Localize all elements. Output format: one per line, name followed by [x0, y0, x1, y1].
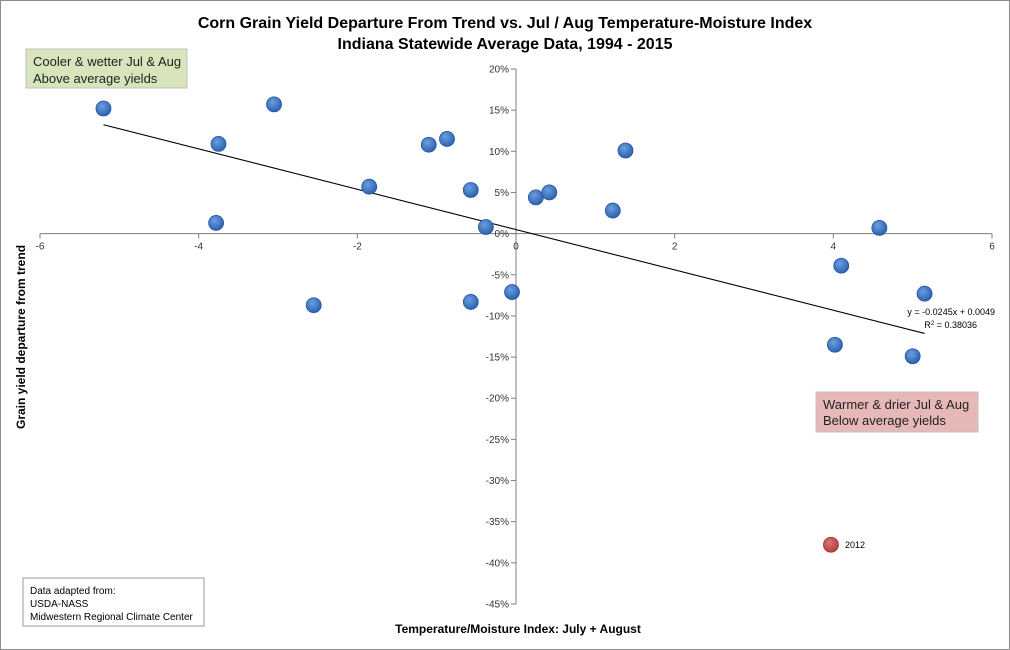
axes: -6 -4 -2 0 2 4 6 20% 15% 10% 5% 0% -5% -10% -15% -20% -2… — [36, 65, 996, 611]
data-point — [527, 189, 544, 206]
x-tick-label: 2 — [672, 242, 678, 253]
annotation-bottom-right: Warmer & drier Jul & Aug Below average y… — [815, 391, 979, 433]
y-tick-label: -40% — [486, 558, 509, 569]
x-tick-label: 6 — [989, 242, 995, 253]
source-box: Data adapted from: USDA-NASS Midwestern … — [22, 577, 205, 627]
source-box-border — [22, 577, 205, 627]
y-tick-label: -35% — [486, 517, 509, 528]
data-point — [827, 336, 843, 353]
data-point — [210, 135, 227, 152]
source-line-1: Data adapted from: — [30, 586, 116, 597]
data-point — [208, 215, 225, 231]
data-point — [266, 96, 282, 113]
trendline-group: y = -0.0245x + 0.0049 R2 = 0.38036 — [103, 124, 995, 334]
x-tick-label: 0 — [513, 242, 519, 253]
annotation-top-left-box — [25, 48, 188, 89]
data-point — [95, 100, 112, 117]
data-point — [833, 257, 850, 274]
data-point — [420, 136, 437, 153]
data-point — [462, 182, 479, 198]
y-tick-label: -10% — [486, 311, 509, 322]
y-tick-label: 0% — [495, 229, 510, 240]
highlight-point-2012 — [823, 536, 839, 553]
y-tick-label: -30% — [486, 476, 509, 487]
y-tick-label: 20% — [489, 65, 509, 76]
x-tick-label: -2 — [353, 242, 362, 253]
data-point — [604, 202, 621, 219]
chart-subtitle: Indiana Statewide Average Data, 1994 - 2… — [338, 36, 673, 53]
x-tick-label: -6 — [36, 242, 45, 253]
annotation-top-left-line-1: Cooler & wetter Jul & Aug — [33, 54, 181, 69]
trendline-r2: R2 = 0.38036 — [924, 320, 977, 330]
chart-title: Corn Grain Yield Departure From Trend vs… — [198, 15, 812, 32]
data-point — [477, 219, 494, 235]
data-point — [305, 297, 322, 314]
highlight-point-label: 2012 — [845, 540, 865, 550]
data-point — [871, 219, 888, 236]
annotation-top-left: Cooler & wetter Jul & Aug Above average … — [25, 48, 188, 89]
y-tick-label: -15% — [486, 353, 509, 364]
source-line-2: USDA-NASS — [30, 599, 89, 610]
y-axis-label: Grain yield departure from trend — [14, 245, 28, 429]
trendline — [103, 124, 925, 334]
data-point — [904, 348, 921, 365]
y-tick-label: -45% — [486, 600, 509, 611]
data-point — [439, 131, 455, 147]
y-tick-label: 15% — [489, 106, 509, 117]
data-point — [462, 294, 479, 310]
trendline-equation: y = -0.0245x + 0.0049 — [907, 307, 995, 317]
data-point — [916, 285, 933, 302]
y-tick-label: 10% — [489, 147, 509, 158]
data-point — [361, 178, 378, 195]
x-tick-label: 4 — [831, 242, 837, 253]
data-point — [617, 142, 634, 159]
y-tick-label: -5% — [491, 270, 509, 281]
data-point — [504, 284, 520, 300]
x-tick-label: -4 — [194, 242, 203, 253]
y-tick-label: 5% — [495, 188, 510, 199]
annotation-bottom-right-line-1: Warmer & drier Jul & Aug — [823, 397, 969, 412]
data-point — [541, 184, 558, 201]
annotation-top-left-line-2: Above average yields — [33, 71, 158, 86]
annotation-bottom-right-box — [815, 391, 979, 433]
source-line-3: Midwestern Regional Climate Center — [30, 612, 194, 623]
x-axis-label: Temperature/Moisture Index: July + Augus… — [395, 622, 641, 636]
y-tick-label: -25% — [486, 435, 509, 446]
annotation-bottom-right-line-2: Below average yields — [823, 413, 946, 428]
data-points: 2012 — [95, 96, 933, 553]
y-tick-label: -20% — [486, 394, 509, 405]
